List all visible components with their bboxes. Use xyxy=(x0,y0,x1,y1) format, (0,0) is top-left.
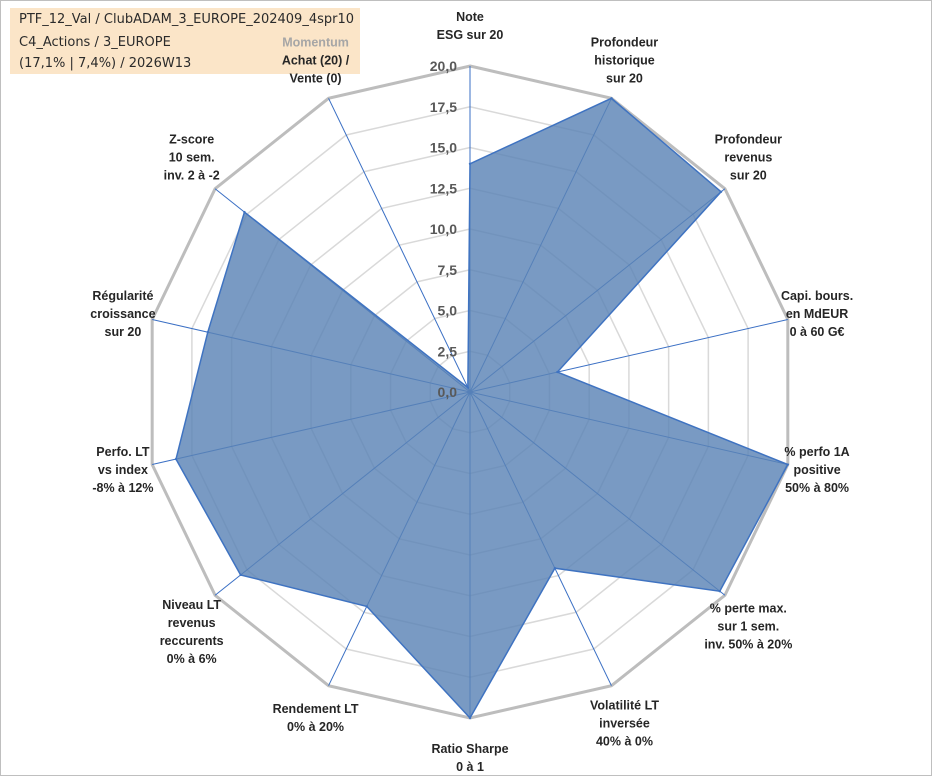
tick-label-4: 10,0 xyxy=(430,221,457,237)
axis-label-0-line-1: ESG sur 20 xyxy=(437,28,504,42)
axis-label-6-line-1: inversée xyxy=(599,717,650,731)
portfolio-info-box: PTF_12_Val / ClubADAM_3_EUROPE_202409_4s… xyxy=(10,8,360,74)
axis-label-8-line-1: 0% à 20% xyxy=(287,720,344,734)
data-point-8 xyxy=(365,605,368,608)
axis-label-11: Régularité croissance sur 20 xyxy=(90,289,155,339)
tick-label-2: 5,0 xyxy=(438,303,458,319)
radar-tick-labels: 0,0 2,5 5,0 7,5 10,0 12,5 15,0 17,5 20,0 xyxy=(430,58,457,400)
axis-label-12: Z-score 10 sem. inv. 2 à -2 xyxy=(164,133,220,183)
tick-label-0: 0,0 xyxy=(438,384,458,400)
data-point-1 xyxy=(610,97,613,100)
axis-label-3: Capi. bours. en MdEUR 0 à 60 G€ xyxy=(781,289,853,339)
portfolio-name: PTF_12_Val / ClubADAM_3_EUROPE_202409_4s… xyxy=(19,12,354,27)
data-point-12 xyxy=(243,210,246,214)
axis-label-13-line-2: Vente (0) xyxy=(289,71,341,85)
axis-label-10-line-0: Perfo. LT xyxy=(96,445,150,459)
axis-label-12-line-2: inv. 2 à -2 xyxy=(164,169,220,183)
axis-label-5-line-0: % perte max. xyxy=(710,601,787,615)
axis-label-0: Note ESG sur 20 xyxy=(437,10,504,42)
axis-label-2: Profondeur revenus sur 20 xyxy=(715,133,782,183)
axis-label-4-line-2: 50% à 80% xyxy=(785,481,849,495)
radar-series xyxy=(174,97,790,720)
portfolio-category: C4_Actions / 3_EUROPE xyxy=(19,35,171,50)
axis-label-4-line-0: % perfo 1A xyxy=(784,445,849,459)
data-point-5 xyxy=(718,589,721,593)
axis-label-1-line-0: Profondeur xyxy=(591,35,658,49)
data-point-9 xyxy=(239,573,242,577)
axis-label-5-line-2: inv. 50% à 20% xyxy=(704,637,792,651)
axis-label-6-line-2: 40% à 0% xyxy=(596,735,653,749)
data-point-2 xyxy=(719,190,723,193)
radar-axis-labels: Note ESG sur 20 Profondeur historique sur 20… xyxy=(90,10,853,774)
axis-label-9-line-1: revenus xyxy=(168,616,216,630)
axis-label-10-line-2: -8% à 12% xyxy=(92,481,153,495)
axis-label-2-line-1: revenus xyxy=(724,151,772,165)
data-point-11 xyxy=(206,330,209,334)
axis-label-4-line-1: positive xyxy=(793,463,840,477)
tick-label-6: 15,0 xyxy=(430,140,457,156)
axis-label-7: Ratio Sharpe 0 à 1 xyxy=(431,742,508,774)
axis-label-10: Perfo. LT vs index -8% à 12% xyxy=(92,445,153,495)
tick-label-7: 17,5 xyxy=(430,99,457,115)
axis-label-9-line-2: reccurents xyxy=(160,634,224,648)
data-point-6 xyxy=(553,567,557,570)
axis-label-10-line-1: vs index xyxy=(98,463,148,477)
axis-label-12-line-0: Z-score xyxy=(169,133,214,147)
axis-label-13: Momentum Achat (20) / Vente (0) xyxy=(282,35,350,85)
axis-label-2-line-0: Profondeur xyxy=(715,133,782,147)
data-point-10 xyxy=(174,457,178,461)
axis-label-13-line-0: Momentum xyxy=(282,35,349,49)
tick-label-3: 7,5 xyxy=(438,262,458,278)
spoke-13 xyxy=(328,98,471,393)
data-point-13 xyxy=(466,386,470,389)
axis-label-11-line-1: croissance xyxy=(90,307,155,321)
axis-label-3-line-2: 0 à 60 G€ xyxy=(790,325,845,339)
axis-label-11-line-2: sur 20 xyxy=(105,325,142,339)
axis-label-9-line-3: 0% à 6% xyxy=(167,652,217,666)
axis-label-1-line-2: sur 20 xyxy=(606,71,643,85)
axis-label-3-line-0: Capi. bours. xyxy=(781,289,853,303)
axis-label-1: Profondeur historique sur 20 xyxy=(591,35,658,85)
data-point-7 xyxy=(468,716,472,720)
axis-label-9: Niveau LT revenus reccurents 0% à 6% xyxy=(160,598,224,666)
axis-label-6-line-0: Volatilité LT xyxy=(590,699,659,713)
axis-label-6: Volatilité LT inversée 40% à 0% xyxy=(590,699,659,749)
axis-label-0-line-0: Note xyxy=(456,10,484,24)
axis-label-9-line-0: Niveau LT xyxy=(162,598,221,612)
data-point-3 xyxy=(556,370,559,374)
tick-label-5: 12,5 xyxy=(430,180,457,196)
data-point-4 xyxy=(786,463,790,466)
axis-label-1-line-1: historique xyxy=(594,53,654,67)
tick-label-8: 20,0 xyxy=(430,58,457,74)
axis-label-5: % perte max. sur 1 sem. inv. 50% à 20% xyxy=(704,601,792,651)
axis-label-7-line-0: Ratio Sharpe xyxy=(431,742,508,756)
axis-label-7-line-1: 0 à 1 xyxy=(456,760,484,774)
axis-label-8-line-0: Rendement LT xyxy=(273,702,359,716)
tick-label-1: 2,5 xyxy=(438,343,458,359)
series-area xyxy=(175,97,789,720)
axis-label-8: Rendement LT 0% à 20% xyxy=(273,702,359,734)
axis-label-4: % perfo 1A positive 50% à 80% xyxy=(784,445,849,495)
portfolio-performance-week: (17,1% | 7,4%) / 2026W13 xyxy=(19,56,192,71)
axis-label-12-line-1: 10 sem. xyxy=(169,151,215,165)
axis-label-11-line-0: Régularité xyxy=(92,289,153,303)
data-point-0 xyxy=(468,162,472,165)
axis-label-5-line-1: sur 1 sem. xyxy=(717,619,779,633)
axis-label-3-line-1: en MdEUR xyxy=(786,307,849,321)
axis-label-13-line-1: Achat (20) / xyxy=(282,53,350,67)
axis-label-2-line-2: sur 20 xyxy=(730,169,767,183)
